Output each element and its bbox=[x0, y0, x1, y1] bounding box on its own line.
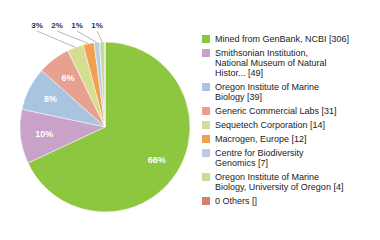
legend-swatch bbox=[202, 121, 210, 129]
slice bbox=[83, 43, 105, 127]
legend-label-line: National Museum of Natural bbox=[215, 58, 327, 68]
legend-label-line: Generic Commercial Labs [31] bbox=[215, 106, 337, 116]
legend-label: Sequetech Corporation [14] bbox=[215, 120, 325, 130]
legend-swatch bbox=[202, 173, 210, 181]
legend-swatch bbox=[202, 149, 210, 157]
legend-label-line: Smithsonian Institution, bbox=[215, 48, 308, 58]
legend-label-line: Biology [39] bbox=[215, 92, 262, 102]
legend-label: Generic Commercial Labs [31] bbox=[215, 106, 337, 116]
legend-label: 0 Others [] bbox=[215, 196, 257, 206]
legend-swatch bbox=[202, 107, 210, 115]
pct-label: 3% bbox=[31, 21, 43, 30]
legend-item: Generic Commercial Labs [31] bbox=[202, 106, 337, 116]
pct-label: 1% bbox=[91, 21, 103, 30]
legend-label-line: Histor... [49] bbox=[215, 68, 263, 78]
legend-label-line: Oregon Institute of Marine bbox=[215, 82, 319, 92]
legend-label-line: Biology, University of Oregon [4] bbox=[215, 182, 343, 192]
pct-label: 1% bbox=[71, 21, 83, 30]
legend-label: Macrogen, Europe [12] bbox=[215, 134, 307, 144]
leader-line bbox=[37, 31, 75, 47]
legend-item: 0 Others [] bbox=[202, 196, 257, 206]
leader-line bbox=[77, 31, 97, 42]
legend-swatch bbox=[202, 83, 210, 91]
chart: 66% 10% 8% 6% 1% 1% 2% 3% Mined from GenBank, NC… bbox=[0, 0, 380, 240]
legend-label-line: 0 Others [] bbox=[215, 196, 257, 206]
legend-label: Smithsonian Institution,National Museum … bbox=[215, 48, 327, 78]
legend-swatch bbox=[202, 35, 210, 43]
legend-label-line: Oregon Institute of Marine bbox=[215, 172, 319, 182]
legend-swatch bbox=[202, 197, 210, 205]
legend-label-line: Sequetech Corporation [14] bbox=[215, 120, 325, 130]
legend-label: Mined from GenBank, NCBI [306] bbox=[215, 34, 349, 44]
legend-item: Smithsonian Institution,National Museum … bbox=[202, 48, 327, 78]
legend-item: Oregon Institute of MarineBiology, Unive… bbox=[202, 172, 343, 192]
pct-label: 66% bbox=[148, 155, 166, 165]
legend-label: Oregon Institute of MarineBiology [39] bbox=[215, 82, 319, 102]
pct-label: 6% bbox=[62, 73, 75, 83]
legend-item: Macrogen, Europe [12] bbox=[202, 134, 307, 144]
legend-item: Centre for BiodiversityGenomics [7] bbox=[202, 148, 304, 168]
legend-label: Oregon Institute of MarineBiology, Unive… bbox=[215, 172, 343, 192]
leader-line bbox=[97, 31, 102, 42]
legend-swatch bbox=[202, 49, 210, 57]
legend-label-line: Centre for Biodiversity bbox=[215, 148, 304, 158]
legend-label-line: Mined from GenBank, NCBI [306] bbox=[215, 34, 349, 44]
legend-item: Oregon Institute of MarineBiology [39] bbox=[202, 82, 319, 102]
legend-item: Mined from GenBank, NCBI [306] bbox=[202, 34, 349, 44]
legend: Mined from GenBank, NCBI [306] Smithsonia… bbox=[202, 34, 349, 206]
legend-item: Sequetech Corporation [14] bbox=[202, 120, 325, 130]
legend-label-line: Genomics [7] bbox=[215, 158, 268, 168]
slice bbox=[105, 42, 106, 127]
slice bbox=[99, 42, 105, 127]
legend-label-line: Macrogen, Europe [12] bbox=[215, 134, 307, 144]
pct-label: 8% bbox=[44, 94, 57, 104]
pie: 66% 10% 8% 6% 1% 1% 2% 3% bbox=[20, 21, 190, 212]
legend-label: Centre for BiodiversityGenomics [7] bbox=[215, 148, 304, 168]
legend-swatch bbox=[202, 135, 210, 143]
pct-label: 10% bbox=[35, 129, 53, 139]
slice bbox=[94, 42, 105, 127]
pct-label: 2% bbox=[51, 21, 63, 30]
